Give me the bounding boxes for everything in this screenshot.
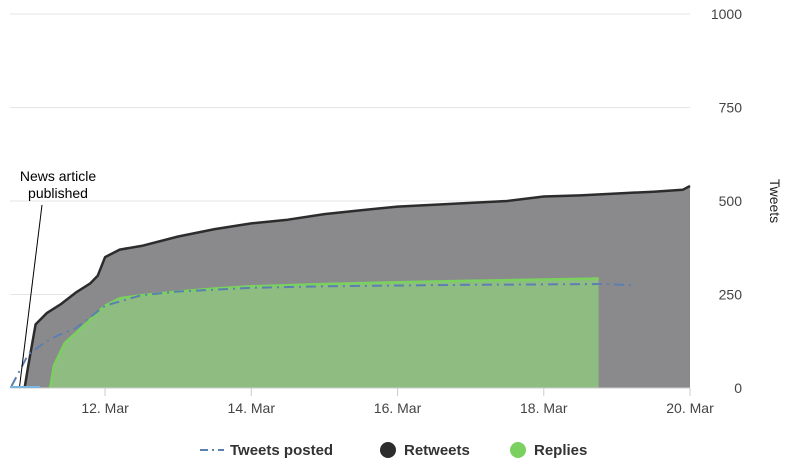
- retweets-line: [23, 184, 691, 389]
- legend-item-replies: Replies: [510, 442, 587, 459]
- y-tick-label: 750: [719, 100, 743, 116]
- annotation-text-line: published: [28, 185, 88, 201]
- legend-item-retweets: Retweets: [380, 442, 470, 459]
- y-axis-title: Tweets: [767, 179, 783, 223]
- axis-layer: 12. Mar 14. Mar 16. Mar 18. Mar 20. Mar 0 250 5…: [10, 6, 783, 416]
- legend-label-replies: Replies: [534, 442, 587, 459]
- annotation-pointer: [19, 204, 43, 387]
- legend-item-tweets-posted: Tweets posted: [200, 442, 333, 459]
- y-tick-label: 1000: [711, 6, 742, 22]
- line-layer: [10, 282, 632, 387]
- x-tick-label: 16. Mar: [374, 400, 422, 416]
- y-tick-label: 500: [719, 193, 743, 209]
- legend-label-retweets: Retweets: [404, 442, 470, 459]
- annotation-text-line: News article: [20, 168, 96, 184]
- y-tick-label: 250: [719, 287, 743, 303]
- x-tick-label: 18. Mar: [520, 400, 568, 416]
- area-layer: [23, 184, 691, 389]
- tweets-posted-line: [10, 282, 632, 387]
- legend-label-tweets-posted: Tweets posted: [230, 442, 333, 459]
- legend-marker-retweets: [380, 442, 396, 458]
- legend-layer: Tweets posted Retweets Replies: [200, 442, 587, 459]
- replies-area: [50, 278, 599, 388]
- x-tick-label: 12. Mar: [81, 400, 129, 416]
- legend-marker-replies: [510, 442, 526, 458]
- x-tick-label: 14. Mar: [228, 400, 276, 416]
- x-tick-label: 20. Mar: [666, 400, 714, 416]
- y-tick-label: 0: [734, 380, 742, 396]
